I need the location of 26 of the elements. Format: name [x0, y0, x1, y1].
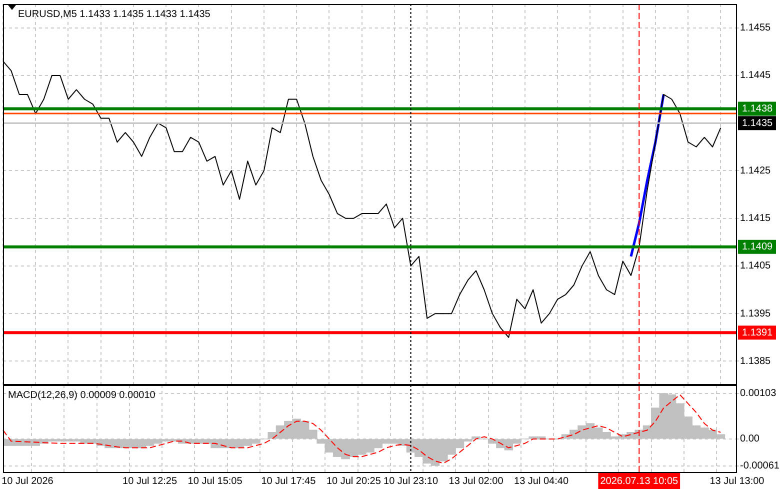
y-tick-label: -0.00061 — [740, 460, 780, 472]
ref-line-label: 1.1391 — [742, 327, 774, 338]
x-tick-label: 10 Jul 15:05 — [188, 476, 243, 487]
text: MACD(12,26,9) 0.00009 0.00010 — [8, 390, 156, 401]
x-tick-label: 13 Jul 02:00 — [448, 476, 504, 487]
y-tick-label: 1.1455 — [740, 22, 772, 34]
x-tick-label: 10 Jul 20:25 — [326, 476, 382, 487]
x-tick-label: 13 Jul 04:40 — [514, 476, 569, 487]
ref-line-label: 1.1435 — [742, 118, 774, 129]
x-tick-label: 10 Jul 23:10 — [384, 476, 438, 487]
text: EURUSD,M5 1.1433 1.1435 1.1433 1.1435 — [18, 8, 211, 20]
x-tick-label: 2026.07.13 10:05 — [600, 476, 678, 487]
y-tick-label: 0.00 — [740, 434, 760, 445]
x-tick-label: 10 Jul 2026 — [2, 476, 54, 487]
y-tick-label: 1.1405 — [740, 260, 772, 272]
ref-line-label: 1.1438 — [742, 104, 774, 115]
x-tick-label: 13 Jul 13:00 — [710, 476, 765, 487]
y-tick-label: 1.1425 — [740, 165, 772, 176]
x-tick-label: 10 Jul 17:45 — [261, 476, 316, 487]
y-tick-label: 1.1385 — [740, 356, 772, 367]
x-tick-label: 10 Jul 12:25 — [122, 476, 178, 487]
y-tick-label: 1.1395 — [740, 308, 772, 320]
y-tick-label: 1.1415 — [740, 213, 772, 224]
y-tick-label: 1.1445 — [740, 70, 772, 82]
ref-line-label: 1.1409 — [742, 242, 774, 253]
y-tick-label: 0.00103 — [740, 388, 777, 400]
